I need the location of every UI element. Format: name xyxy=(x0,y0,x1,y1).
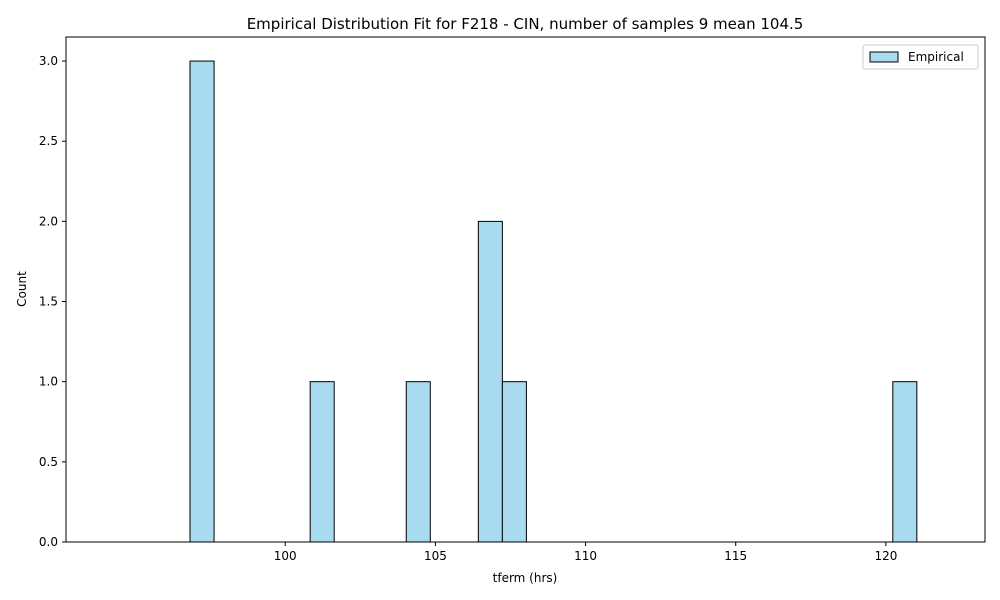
y-tick-label: 0.5 xyxy=(39,455,58,469)
histogram-bar-1 xyxy=(189,60,215,543)
y-axis-label: Count xyxy=(15,271,29,307)
x-tick-label: 115 xyxy=(724,549,747,563)
y-tick-label: 2.5 xyxy=(39,134,58,148)
histogram-bar-3 xyxy=(405,381,431,543)
y-tick-label: 0.0 xyxy=(39,535,58,549)
x-tick-label: 120 xyxy=(874,549,897,563)
legend: Empirical xyxy=(862,44,979,70)
histogram-bar-4 xyxy=(477,220,503,543)
bars-layer xyxy=(189,60,918,543)
x-tick-label: 100 xyxy=(274,549,297,563)
plot-frame xyxy=(65,36,986,543)
legend-label-empirical: Empirical xyxy=(908,50,964,64)
x-tick-label: 105 xyxy=(424,549,447,563)
histogram-bar-2 xyxy=(309,381,335,543)
histogram-bar-6 xyxy=(892,381,918,543)
y-tick-label: 3.0 xyxy=(39,54,58,68)
x-tick-label: 110 xyxy=(574,549,597,563)
legend-box xyxy=(862,44,979,70)
legend-swatch xyxy=(869,51,899,63)
histogram-bar-5 xyxy=(501,381,527,543)
y-tick-label: 2.0 xyxy=(39,214,58,228)
y-tick-label: 1.5 xyxy=(39,295,58,309)
axes-layer: 100 105 110 115 120 0.0 0.5 1.0 1.5 2.0 2.5 3.0 xyxy=(39,36,986,563)
chart-title: Empirical Distribution Fit for F218 - CI… xyxy=(247,15,804,33)
y-tick-label: 1.0 xyxy=(39,375,58,389)
x-axis-label: tferm (hrs) xyxy=(493,571,558,585)
